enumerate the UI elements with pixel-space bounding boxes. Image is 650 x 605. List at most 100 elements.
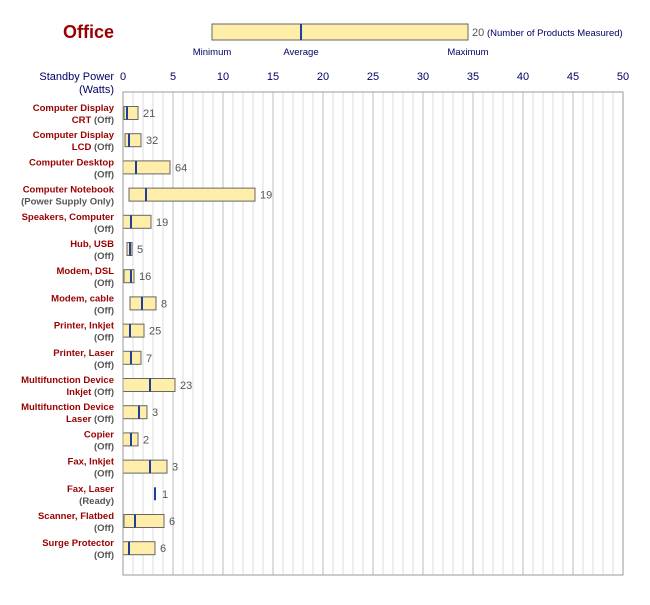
x-tick-label: 40 — [517, 71, 529, 83]
range-bar — [122, 214, 152, 229]
y-axis-title-line2: (Watts) — [79, 84, 114, 96]
category-qualifier-line: (Off) — [94, 169, 114, 180]
x-tick-label: 35 — [467, 71, 479, 83]
range-bar — [122, 541, 156, 556]
category-qualifier-line: (Off) — [94, 550, 114, 561]
range-bar — [122, 160, 171, 175]
x-tick-label: 0 — [120, 71, 126, 83]
x-tick-label: 10 — [217, 71, 229, 83]
category-qualifier: (Off) — [94, 414, 114, 425]
category-name-continued: Inkjet — [67, 387, 94, 398]
category-qualifier: (Off) — [94, 169, 114, 180]
category-name: Computer Notebook — [23, 185, 115, 196]
product-count: 2 — [143, 434, 149, 446]
product-count: 1 — [162, 489, 168, 501]
product-count: 6 — [169, 516, 175, 528]
category-qualifier: (Off) — [94, 333, 114, 344]
legend-count-label: (Number of Products Measured) — [487, 28, 623, 39]
category-qualifier: (Off) — [94, 550, 114, 561]
category-qualifier: (Off) — [94, 278, 114, 289]
range-bar — [123, 269, 135, 284]
y-axis-title: Standby Power (Watts) — [39, 71, 114, 96]
category-name: Printer, Inkjet — [54, 321, 115, 332]
category-qualifier: (Off) — [94, 441, 114, 452]
category-qualifier-line: (Off) — [94, 523, 114, 534]
x-tick-label: 25 — [367, 71, 379, 83]
category-name-continued: LCD — [72, 142, 94, 153]
category-name: Copier — [84, 429, 114, 440]
category-qualifier-line: CRT (Off) — [72, 115, 114, 126]
x-axis-ticks: 0 5 10 15 20 25 30 35 40 45 50 — [120, 71, 629, 83]
range-bar — [124, 133, 142, 148]
x-tick-label: 15 — [267, 71, 279, 83]
category-name: Multifunction Device — [21, 402, 114, 413]
product-count: 6 — [160, 543, 166, 555]
category-qualifier-line: Inkjet (Off) — [67, 387, 115, 398]
range-bar — [122, 459, 168, 474]
product-count: 3 — [152, 407, 158, 419]
category-qualifier-line: (Off) — [94, 469, 114, 480]
category-name: Computer Desktop — [29, 157, 114, 168]
range-bar — [128, 187, 256, 202]
product-count: 16 — [139, 271, 151, 283]
category-name: Printer, Laser — [53, 348, 114, 359]
category-row: Computer Notebook(Power Supply Only) 19 — [21, 185, 272, 208]
x-tick-label: 50 — [617, 71, 629, 83]
category-name: Multifunction Device — [21, 375, 114, 386]
category-qualifier-line: (Off) — [94, 360, 114, 371]
category-qualifier: (Off) — [94, 360, 114, 371]
category-qualifier-line: (Off) — [94, 224, 114, 235]
category-qualifier-line: LCD (Off) — [72, 142, 114, 153]
product-count: 5 — [137, 244, 143, 256]
category-name: Fax, Laser — [67, 484, 114, 495]
category-qualifier-line: (Off) — [94, 333, 114, 344]
category-qualifier: (Off) — [94, 115, 114, 126]
category-row: Printer, Inkjet(Off) 25 — [54, 321, 161, 344]
x-tick-label: 30 — [417, 71, 429, 83]
category-row: Hub, USB(Off) 5 — [70, 239, 143, 262]
category-name: Modem, DSL — [56, 266, 114, 277]
x-tick-label: 5 — [170, 71, 176, 83]
category-row: Scanner, Flatbed(Off) 6 — [38, 511, 175, 534]
category-qualifier-line: (Off) — [94, 251, 114, 262]
plot-border — [122, 91, 624, 576]
category-name: Hub, USB — [70, 239, 114, 250]
range-bar — [122, 323, 145, 338]
legend: Office 20 (Number of Products Measured) … — [63, 22, 623, 58]
category-qualifier: (Off) — [94, 142, 114, 153]
category-name: Modem, cable — [51, 293, 114, 304]
range-bar — [123, 514, 165, 528]
category-name: Scanner, Flatbed — [38, 511, 114, 522]
category-qualifier: (Off) — [94, 224, 114, 235]
category-name: Computer Display — [33, 103, 115, 114]
category-qualifier: (Off) — [94, 387, 114, 398]
category-qualifier: (Ready) — [79, 496, 114, 507]
category-row: Copier(Off) 2 — [84, 429, 149, 452]
category-row: Printer, Laser(Off) 7 — [53, 348, 152, 371]
product-count: 7 — [146, 353, 152, 365]
category-row: Fax, Inkjet(Off) 3 — [68, 457, 179, 480]
category-row: Modem, DSL(Off) 16 — [56, 266, 151, 289]
category-qualifier: (Off) — [94, 251, 114, 262]
category-qualifier: (Off) — [94, 305, 114, 316]
category-qualifier-line: (Off) — [94, 278, 114, 289]
product-count: 64 — [175, 162, 187, 174]
category-name-continued: CRT — [72, 115, 94, 126]
category-qualifier: (Off) — [94, 523, 114, 534]
category-name: Speakers, Computer — [22, 212, 115, 223]
legend-count: 20 — [472, 27, 484, 39]
legend-average-label: Average — [283, 47, 318, 58]
product-count: 8 — [161, 298, 167, 310]
category-qualifier-line: (Power Supply Only) — [21, 197, 114, 208]
x-tick-label: 45 — [567, 71, 579, 83]
category-row: Fax, Laser(Ready) 1 — [67, 484, 168, 507]
category-qualifier-line: (Off) — [94, 441, 114, 452]
plot-frame — [122, 91, 624, 576]
category-qualifier-line: Laser (Off) — [66, 414, 114, 425]
